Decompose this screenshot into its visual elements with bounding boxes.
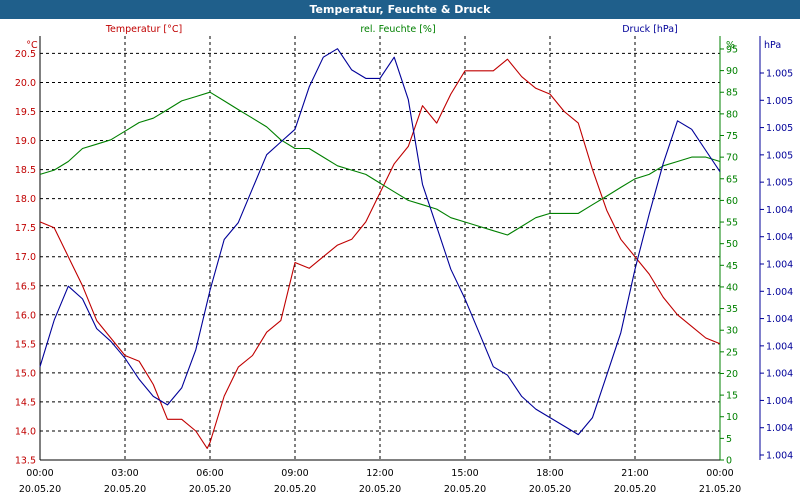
x-tick-date: 20.05.20: [444, 484, 486, 495]
humidity-tick: 70: [726, 153, 738, 164]
humidity-tick: 80: [726, 109, 738, 120]
temperature-tick: 20.5: [15, 49, 36, 60]
pressure-tick: 1.004: [766, 260, 793, 271]
temperature-tick: 19.5: [15, 107, 36, 118]
pressure-tick: 1.004: [766, 369, 793, 380]
temperature-tick: 16.0: [15, 310, 36, 321]
x-tick-date: 20.05.20: [189, 484, 231, 495]
humidity-tick: 60: [726, 196, 738, 207]
humidity-tick: 45: [726, 261, 738, 272]
pressure-tick: 1.004: [766, 341, 793, 352]
temperature-unit: °C: [26, 40, 38, 51]
pressure-tick: 1.004: [766, 205, 793, 216]
x-tick-time: 06:00: [196, 468, 223, 479]
x-tick-date: 20.05.20: [614, 484, 656, 495]
temperature-tick: 15.5: [15, 339, 36, 350]
temperature-tick: 13.5: [15, 456, 36, 467]
x-tick-date: 20.05.20: [104, 484, 146, 495]
pressure-unit: hPa: [764, 40, 781, 51]
humidity-tick: 90: [726, 66, 738, 77]
humidity-tick: 5: [726, 434, 732, 445]
x-tick-date: 20.05.20: [19, 484, 61, 495]
humidity-tick: 65: [726, 174, 738, 185]
humidity-tick: 50: [726, 239, 738, 250]
x-tick-time: 15:00: [451, 468, 478, 479]
humidity-tick: 25: [726, 347, 738, 358]
temperature-tick: 14.5: [15, 397, 36, 408]
temperature-tick: 17.0: [15, 252, 36, 263]
humidity-tick: 75: [726, 131, 738, 142]
pressure-tick: 1.005: [766, 178, 793, 189]
humidity-axis-label: rel. Feuchte [%]: [360, 24, 435, 35]
x-tick-time: 18:00: [536, 468, 563, 479]
x-tick-date: 21.05.20: [699, 484, 741, 495]
humidity-tick: 30: [726, 326, 738, 337]
x-tick-time: 12:00: [366, 468, 393, 479]
pressure-tick: 1.004: [766, 451, 793, 462]
temperature-tick: 20.0: [15, 78, 36, 89]
temperature-axis-label: Temperatur [°C]: [105, 24, 182, 35]
humidity-tick: 10: [726, 412, 738, 423]
humidity-tick: 55: [726, 218, 738, 229]
x-tick-date: 20.05.20: [274, 484, 316, 495]
temperature-tick: 16.5: [15, 281, 36, 292]
pressure-tick: 1.005: [766, 150, 793, 161]
x-tick-date: 20.05.20: [529, 484, 571, 495]
x-tick-time: 09:00: [281, 468, 308, 479]
humidity-tick: 0: [726, 456, 732, 467]
temperature-tick: 18.5: [15, 165, 36, 176]
series-lines: [39, 48, 721, 449]
pressure-tick: 1.004: [766, 287, 793, 298]
temperature-tick: 14.0: [15, 426, 36, 437]
window-title: Temperatur, Feuchte & Druck: [0, 0, 800, 19]
humidity-tick: 20: [726, 369, 738, 380]
x-tick-time: 00:00: [706, 468, 733, 479]
humidity-tick: 95: [726, 44, 738, 55]
pressure-tick: 1.004: [766, 314, 793, 325]
pressure-tick: 1.004: [766, 396, 793, 407]
x-tick-time: 21:00: [621, 468, 648, 479]
humidity-tick: 85: [726, 88, 738, 99]
temperature-tick: 17.5: [15, 223, 36, 234]
x-tick-date: 20.05.20: [359, 484, 401, 495]
humidity-tick: 15: [726, 391, 738, 402]
pressure-tick: 1.004: [766, 232, 793, 243]
temperature-line: [39, 58, 721, 449]
humidity-tick: 40: [726, 282, 738, 293]
temperature-tick: 18.0: [15, 194, 36, 205]
pressure-tick: 1.005: [766, 123, 793, 134]
pressure-tick: 1.005: [766, 96, 793, 107]
x-tick-time: 00:00: [26, 468, 53, 479]
humidity-line: [39, 91, 721, 236]
humidity-unit: %: [726, 40, 735, 51]
x-tick-time: 03:00: [111, 468, 138, 479]
temperature-tick: 15.0: [15, 368, 36, 379]
pressure-axis-label: Druck [hPa]: [622, 24, 678, 35]
axis-ticks: 00:00 20.05.20 03:00 20.05.20 06:00 20.05.20 0…: [15, 44, 793, 495]
pressure-tick: 1.005: [766, 69, 793, 80]
pressure-line: [39, 48, 721, 436]
pressure-tick: 1.004: [766, 423, 793, 434]
temperature-tick: 19.0: [15, 136, 36, 147]
humidity-tick: 35: [726, 304, 738, 315]
